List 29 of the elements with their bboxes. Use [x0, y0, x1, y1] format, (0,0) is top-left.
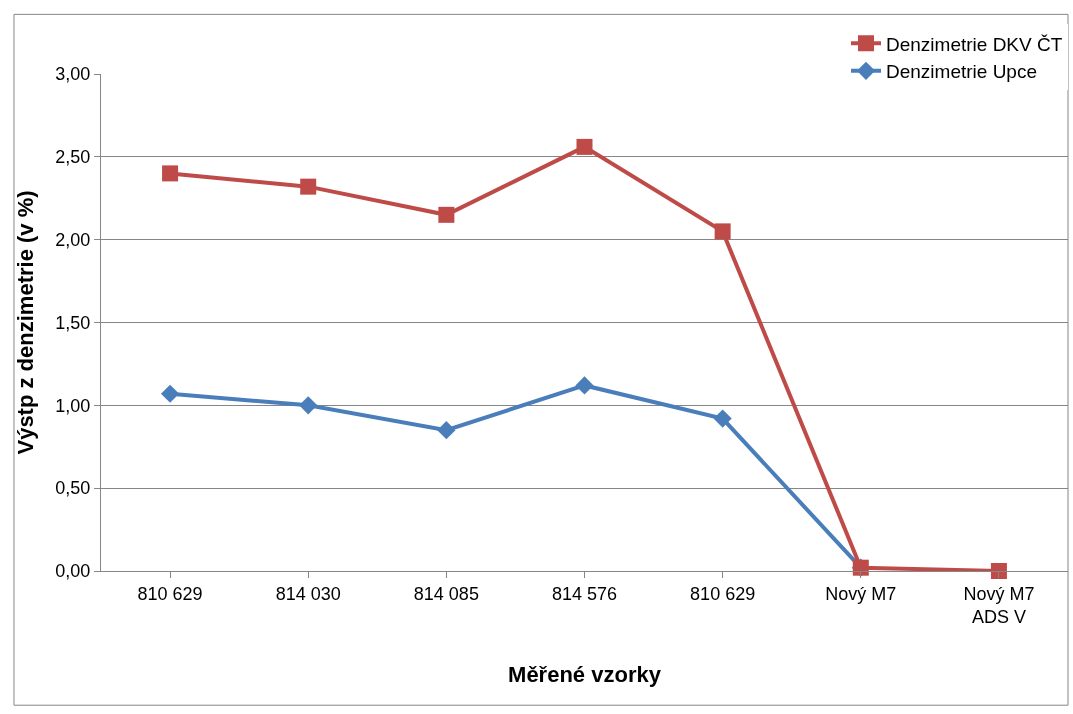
y-tick-label: 2,00 [55, 229, 91, 250]
y-tick-label: 0,50 [55, 478, 91, 499]
y-tick-label: 0,00 [55, 561, 91, 582]
y-tick-label: 1,00 [55, 395, 91, 416]
point [437, 421, 456, 440]
point [575, 376, 594, 395]
x-axis-title: Měřené vzorky [508, 661, 662, 687]
point [162, 165, 179, 182]
point [990, 563, 1007, 579]
x-tick-label: 814 576 [551, 583, 618, 604]
y-tick-label: 3,00 [55, 64, 91, 85]
point [438, 206, 455, 223]
point [713, 409, 732, 428]
x-tick-label: 814 085 [413, 583, 479, 604]
point [160, 384, 180, 403]
point [300, 178, 317, 195]
point [576, 138, 593, 155]
x-tick-label: 810 629 [690, 583, 756, 604]
x-tick-label: Nový M7 [825, 583, 897, 604]
point [299, 396, 318, 415]
x-tick-label: 814 030 [275, 583, 341, 604]
y-tick-label: 2,50 [55, 147, 91, 168]
legend-label: Denzimetrie Upce [886, 61, 1037, 83]
point [714, 223, 731, 240]
x-tick-label: Nový M7 ADS V [963, 583, 1035, 627]
legend-label: Denzimetrie DKV ČT [886, 33, 1063, 55]
y-axis-title: Výstp z denzimetrie (v %) [13, 190, 39, 455]
x-tick-label: 810 629 [137, 583, 203, 604]
y-tick-label: 1,50 [55, 312, 91, 333]
